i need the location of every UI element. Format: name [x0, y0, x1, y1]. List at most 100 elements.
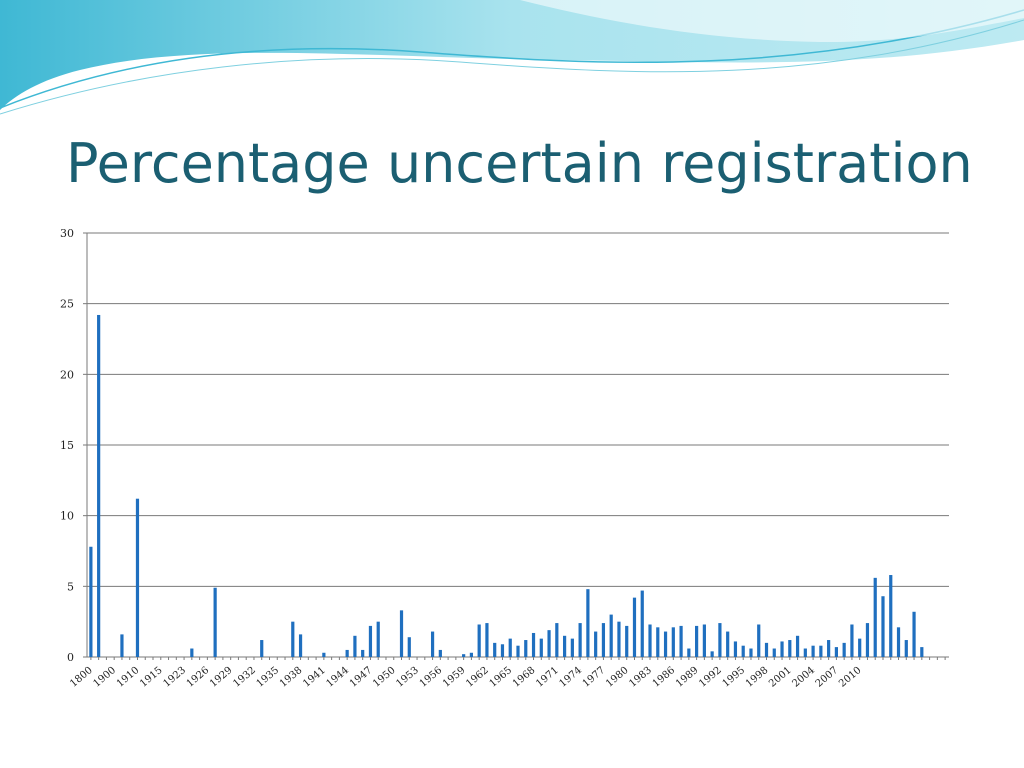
x-tick-label: 1900	[92, 665, 119, 690]
bar	[726, 631, 730, 657]
bar	[896, 627, 901, 657]
bar	[430, 631, 435, 657]
bar	[609, 614, 613, 657]
x-tick-label: 1977	[581, 665, 608, 690]
bar	[516, 645, 520, 657]
bar	[361, 649, 365, 657]
bar	[120, 634, 124, 657]
bar	[322, 652, 326, 657]
bar	[772, 648, 776, 657]
bar	[586, 589, 590, 657]
bar	[811, 645, 815, 657]
bar	[524, 640, 528, 657]
bar	[632, 597, 637, 657]
x-tick-label: 1980	[604, 665, 631, 690]
x-tick-label: 1956	[418, 665, 445, 690]
y-tick-labels: 0 5 10 15 20 25 30	[60, 227, 74, 664]
bar	[788, 640, 792, 657]
x-tick-label: 1923	[161, 665, 188, 690]
bar	[850, 624, 854, 657]
bar	[702, 624, 706, 657]
bar	[260, 640, 264, 657]
y-tick-label: 0	[67, 651, 74, 664]
bar	[803, 648, 807, 657]
bar	[97, 314, 101, 657]
bar	[578, 623, 582, 657]
bar	[500, 644, 505, 657]
bar	[539, 638, 543, 657]
slide-title: Percentage uncertain registration	[66, 132, 973, 195]
bar	[190, 648, 194, 657]
bar	[904, 640, 908, 657]
x-tick-label: 1962	[464, 665, 491, 690]
bar	[438, 649, 442, 657]
x-tick-label: 1950	[371, 665, 398, 690]
bar	[469, 652, 474, 657]
y-tick-label: 15	[60, 439, 74, 452]
bar	[749, 648, 753, 657]
y-tick-label: 5	[67, 580, 74, 593]
bar	[920, 647, 924, 657]
bar	[795, 635, 800, 657]
bar	[594, 631, 598, 657]
bar	[555, 623, 559, 657]
bar	[625, 625, 629, 657]
y-tick-label: 10	[60, 510, 74, 523]
bar	[656, 627, 660, 657]
x-tick-label: 1910	[115, 665, 142, 690]
bar	[819, 645, 823, 657]
y-tick-label: 20	[60, 368, 74, 381]
bar	[865, 623, 870, 657]
bar	[298, 634, 303, 657]
x-tick-label: 1953	[394, 665, 421, 690]
bar	[687, 648, 691, 657]
bar	[376, 621, 380, 657]
bar	[508, 638, 512, 657]
x-tick-label: 1944	[325, 665, 352, 690]
x-tick-label: 1965	[488, 665, 515, 690]
bar	[291, 621, 295, 657]
bar	[570, 638, 574, 657]
bar	[399, 610, 404, 657]
bar	[562, 635, 567, 657]
bar	[733, 641, 738, 657]
bar	[834, 647, 838, 657]
x-tick-label: 1932	[231, 665, 258, 690]
wave-white	[520, 0, 1024, 43]
x-tick-label: 1915	[138, 665, 165, 690]
x-tick-label: 1941	[301, 665, 328, 690]
x-tick-label: 1800	[68, 665, 95, 690]
bar	[827, 640, 831, 657]
bar	[531, 632, 536, 657]
bar	[547, 630, 551, 657]
bar	[89, 546, 93, 657]
bar	[757, 624, 761, 657]
x-tick-label: 2007	[814, 665, 841, 690]
bar	[671, 627, 675, 657]
x-tick-label: 1935	[255, 665, 282, 690]
bar	[368, 625, 373, 657]
gridlines	[87, 232, 949, 587]
bar	[617, 621, 621, 657]
x-tick-label: 1947	[348, 665, 375, 690]
x-tick-label: 1926	[185, 665, 212, 690]
bar	[912, 611, 916, 657]
bar	[764, 642, 769, 657]
x-tick-label: 2004	[790, 665, 817, 690]
bar	[679, 625, 683, 657]
bar	[741, 645, 745, 657]
wave-line-2	[0, 19, 1024, 115]
bar	[485, 623, 489, 657]
header-wave-decoration	[0, 0, 1024, 115]
y-tick-label: 25	[60, 298, 74, 311]
bar	[780, 641, 784, 657]
bar	[353, 635, 357, 657]
bar	[881, 596, 885, 657]
x-tick-label: 1938	[278, 665, 305, 690]
bars	[89, 314, 924, 657]
bar	[858, 638, 862, 657]
wave-line-1	[0, 9, 1024, 109]
x-tick-labels: 1800190019101915192319261929193219351938…	[68, 665, 863, 690]
bar	[718, 623, 722, 657]
x-tick-label: 1968	[511, 665, 538, 690]
